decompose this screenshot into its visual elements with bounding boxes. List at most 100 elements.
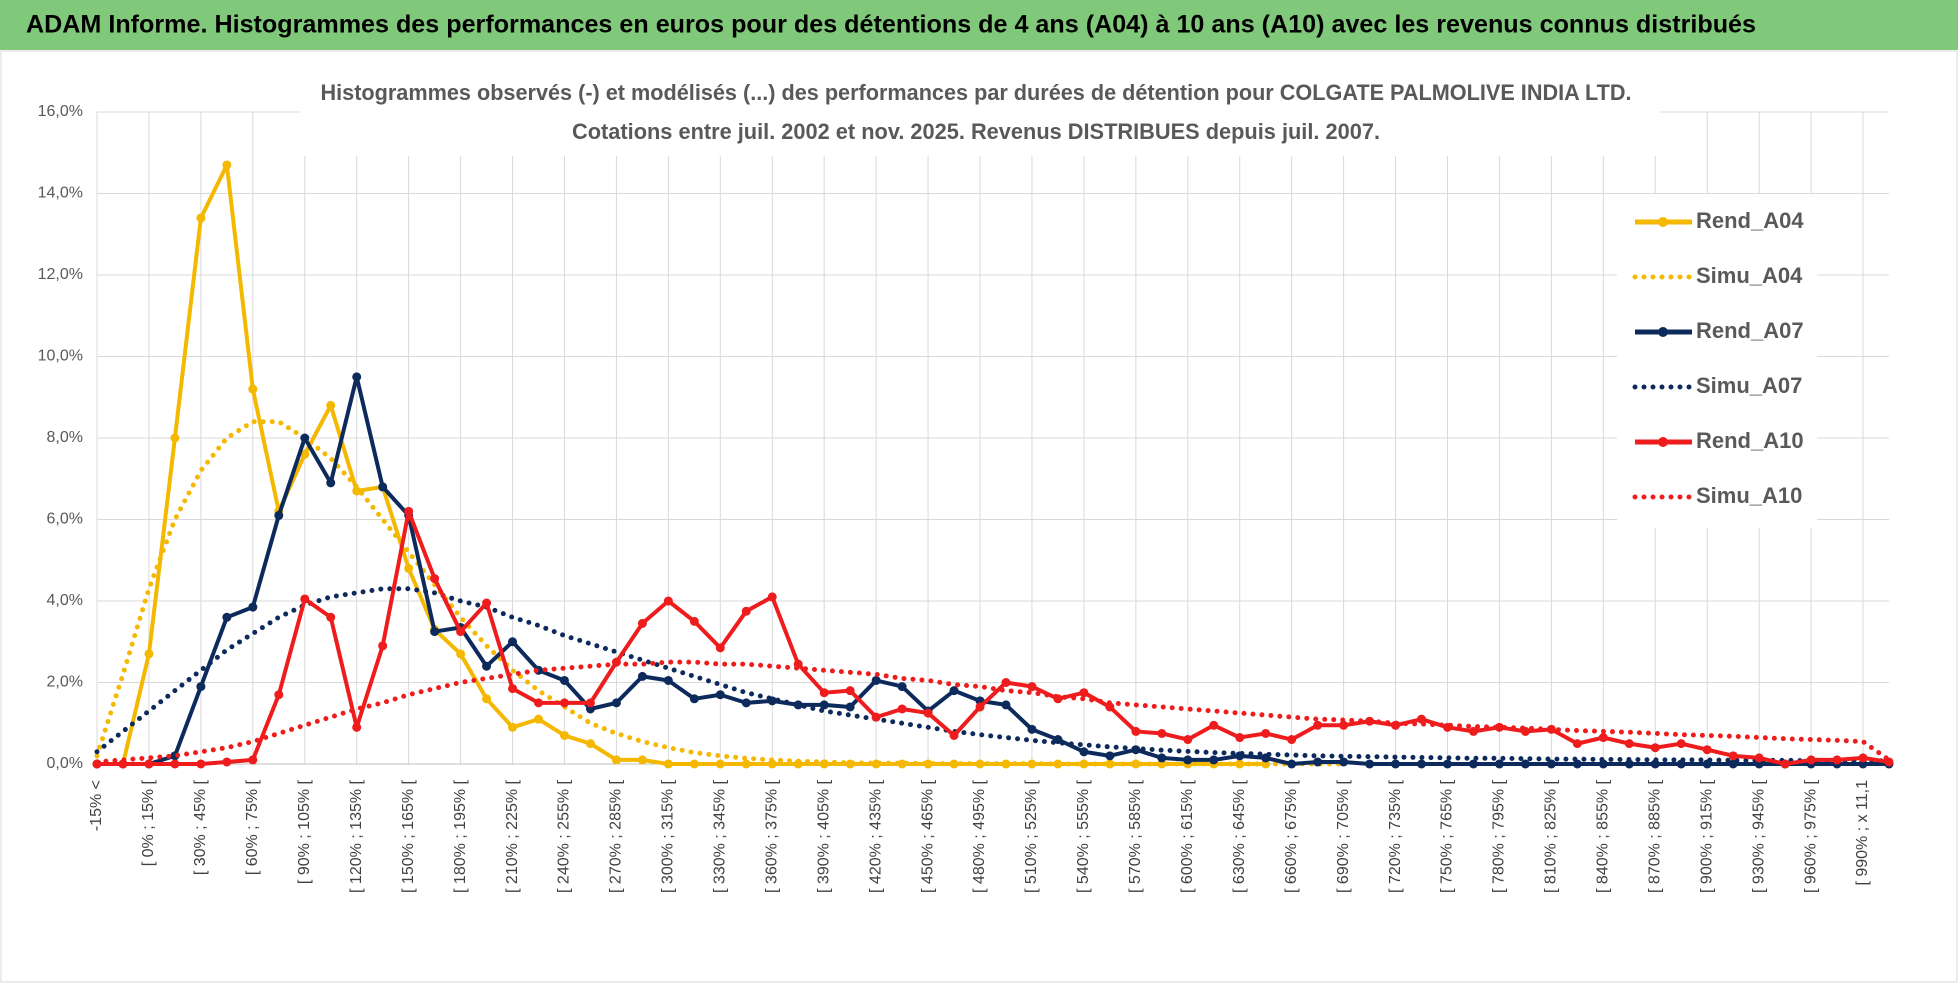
series-marker [404, 563, 414, 573]
x-tick-label: [ 810% ; 825% [ [1543, 779, 1560, 893]
series-marker [897, 759, 907, 769]
series-marker [1468, 726, 1478, 736]
series-marker [1287, 759, 1297, 769]
series-marker [845, 686, 855, 696]
series-marker [1105, 702, 1115, 712]
series-marker [689, 759, 699, 769]
series-marker [975, 702, 985, 712]
series-marker [248, 602, 258, 612]
series-marker [897, 704, 907, 714]
legend-marker [1658, 327, 1668, 337]
series-marker [923, 708, 933, 718]
series-marker [1417, 759, 1427, 769]
series-marker [845, 702, 855, 712]
series-marker [352, 372, 362, 382]
y-tick-label: 16,0% [38, 103, 83, 120]
x-tick-label: [ 300% ; 315% [ [660, 779, 677, 893]
series-marker [1339, 720, 1349, 730]
x-tick-label: [ 660% ; 675% [ [1283, 779, 1300, 893]
series-marker [1650, 743, 1660, 753]
x-tick-label: [ 720% ; 735% [ [1387, 779, 1404, 893]
series-marker [1079, 688, 1089, 698]
series-marker [326, 612, 336, 622]
series-marker [715, 690, 725, 700]
series-line [94, 586, 1892, 764]
series-marker [1183, 735, 1193, 745]
x-tick-label: [ 30% ; 45% [ [192, 779, 209, 875]
x-tick-label: [ 360% ; 375% [ [763, 779, 780, 893]
series-marker [430, 627, 440, 637]
x-tick-label: [ 690% ; 705% [ [1335, 779, 1352, 893]
series-marker [534, 698, 544, 708]
series-marker [871, 712, 881, 722]
header-title: ADAM Informe. Histogrammes des performan… [26, 11, 1756, 39]
series-marker [637, 755, 647, 765]
x-tick-label: [ 780% ; 795% [ [1491, 779, 1508, 893]
series-marker [274, 690, 284, 700]
series-marker [144, 649, 154, 659]
series-marker [1598, 733, 1608, 743]
series-marker [637, 671, 647, 681]
series-marker [508, 722, 518, 732]
series-marker [1105, 751, 1115, 761]
series-marker [741, 698, 751, 708]
series-marker [1313, 757, 1323, 767]
series-marker [1728, 751, 1738, 761]
series-marker [1105, 759, 1115, 769]
series-marker [144, 759, 154, 769]
legend-label: Simu_A10 [1696, 483, 1802, 508]
y-tick-label: 8,0% [47, 429, 83, 446]
x-tick-label: [ 600% ; 615% [ [1179, 779, 1196, 893]
series-marker [1858, 753, 1868, 763]
series-marker [897, 682, 907, 692]
series-marker [715, 759, 725, 769]
x-tick-label: [ 120% ; 135% [ [348, 779, 365, 893]
series-marker [663, 675, 673, 685]
x-tick-label: [ 900% ; 915% [ [1698, 779, 1715, 893]
series-marker [1520, 759, 1530, 769]
series-marker [1417, 714, 1427, 724]
x-tick-label: [ 390% ; 405% [ [815, 779, 832, 893]
series-marker [1027, 724, 1037, 734]
series-marker [1287, 735, 1297, 745]
series-marker [1313, 720, 1323, 730]
series-marker [585, 698, 595, 708]
series-marker [1027, 682, 1037, 692]
series-marker [689, 616, 699, 626]
series-marker [1702, 745, 1712, 755]
x-tick-label: [ 480% ; 495% [ [971, 779, 988, 893]
x-tick-label: [ 420% ; 435% [ [867, 779, 884, 893]
series-marker [508, 637, 518, 647]
legend-box [1617, 194, 1817, 528]
series-marker [1624, 739, 1634, 749]
series-marker [949, 730, 959, 740]
series-marker [1131, 726, 1141, 736]
chart-title: Histogrammes observés (-) et modélisés (… [321, 80, 1632, 105]
y-tick-label: 10,0% [38, 348, 83, 365]
series-marker [300, 433, 310, 443]
series-marker [689, 694, 699, 704]
series-marker [559, 698, 569, 708]
plot: 0,0% 2,0% 4,0% 6,0% 8,0% 10,0% 12,0% 14,0% 16,0%… [38, 103, 1894, 893]
title-backdrop [300, 76, 1660, 156]
x-tick-label: [ 240% ; 255% [ [556, 779, 573, 893]
series-marker [1365, 759, 1375, 769]
series-marker [1183, 755, 1193, 765]
x-tick-label: [ 270% ; 285% [ [608, 779, 625, 893]
series-marker [741, 759, 751, 769]
series-marker [196, 213, 206, 223]
series-marker [611, 755, 621, 765]
series-marker [1235, 733, 1245, 743]
legend-label: Rend_A07 [1696, 318, 1804, 343]
x-tick-label: [ 450% ; 465% [ [919, 779, 936, 893]
series-marker [300, 594, 310, 604]
x-tick-label: [ 630% ; 645% [ [1231, 779, 1248, 893]
y-tick-label: 14,0% [38, 185, 83, 202]
x-tick-label: [ 330% ; 345% [ [712, 779, 729, 893]
series-marker [819, 700, 829, 710]
x-tick-label: [ 150% ; 165% [ [400, 779, 417, 893]
series-marker [663, 759, 673, 769]
series-marker [404, 506, 414, 516]
